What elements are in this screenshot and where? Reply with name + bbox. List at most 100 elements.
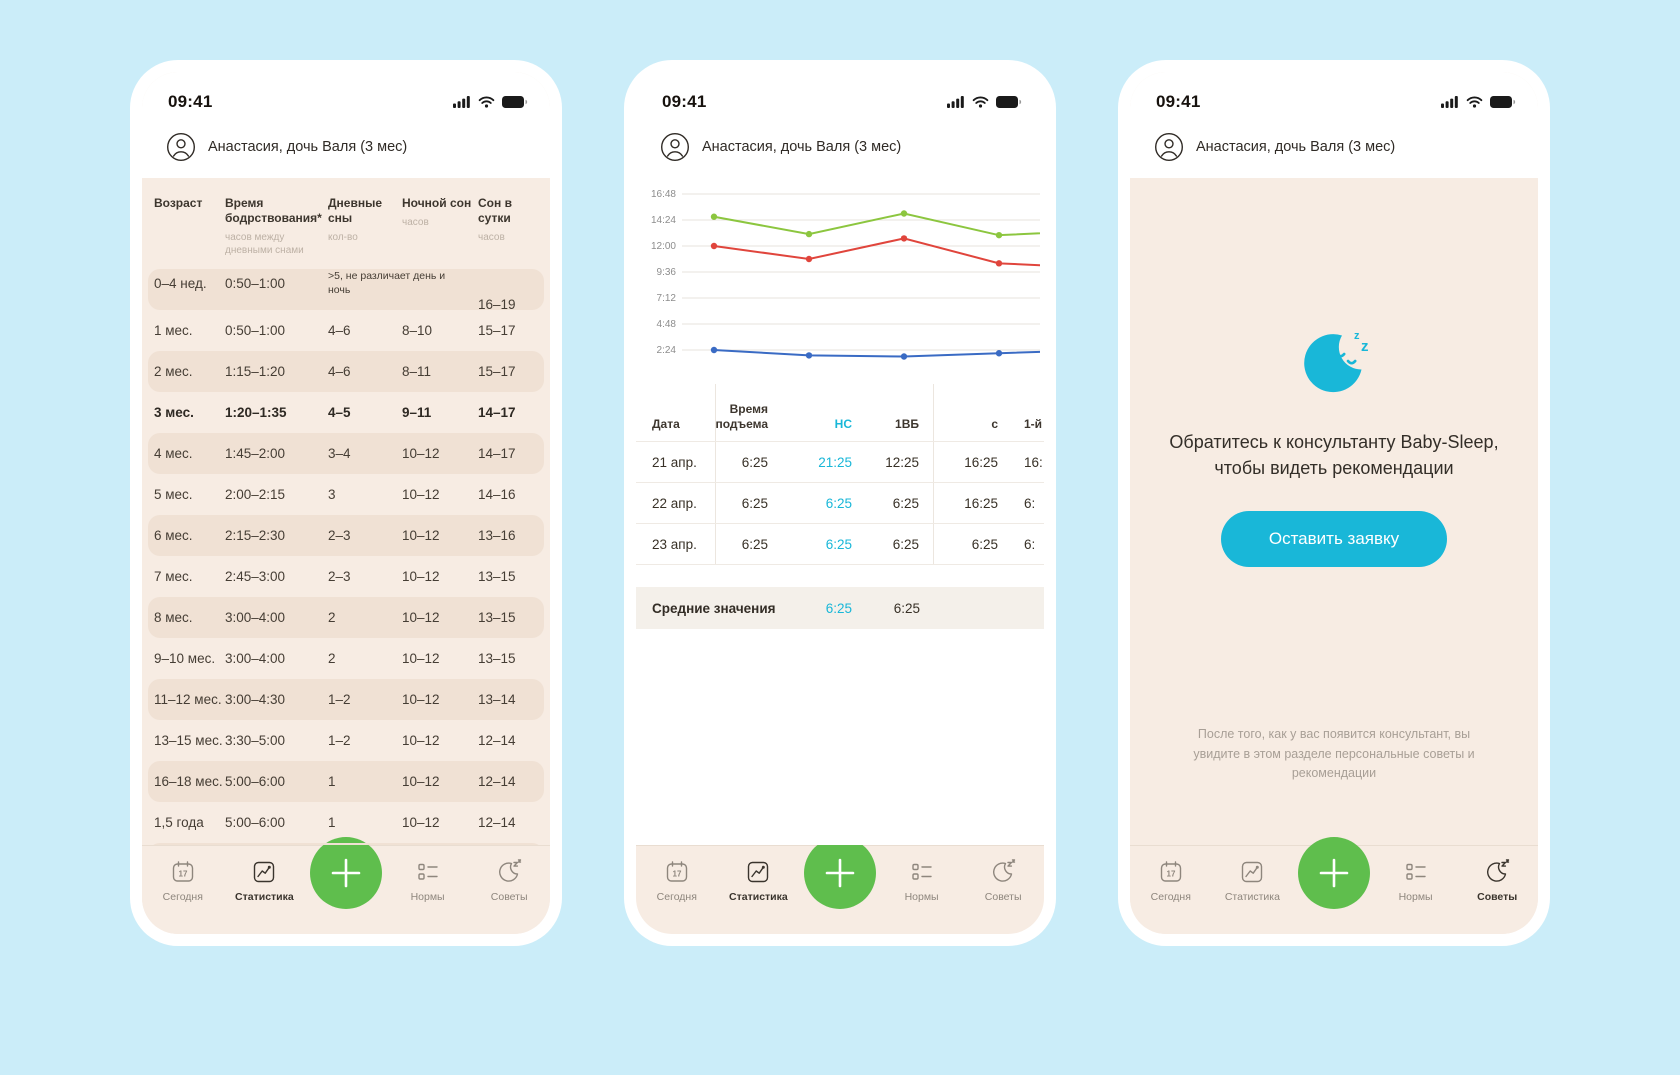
status-time: 09:41 <box>1156 92 1201 111</box>
svg-text:14:24: 14:24 <box>651 215 676 226</box>
signal-icon <box>947 96 964 108</box>
advice-moon-icon <box>990 859 1016 885</box>
norms-table-row: 7 мес. 2:45–3:00 2–3 10–12 13–15 <box>154 569 516 584</box>
norms-content: Возраст Время бодрствования* часов между … <box>142 178 550 845</box>
sleep-chart: 16:48 14:24 12:00 9:36 7:12 4:48 2:24 <box>636 178 1044 380</box>
norms-table-row: 11–12 мес. 3:00–4:30 1–2 10–12 13–14 <box>148 679 544 720</box>
svg-text:17: 17 <box>178 870 187 879</box>
tab-norms[interactable]: Нормы <box>881 859 963 934</box>
calendar-icon: 17 <box>664 859 690 885</box>
advice-moon-icon <box>496 859 522 885</box>
status-time: 09:41 <box>662 92 707 111</box>
stats-table-row: 22 апр. 6:25 6:25 6:25 16:25 6: <box>636 483 1044 524</box>
norms-screen: 09:41 Анастасия, дочь Валя (3 мес) Возра… <box>142 72 550 934</box>
tab-today[interactable]: 17 Сегодня <box>636 859 718 934</box>
norms-table-row: 0–4 нед. 0:50–1:00 >5, не различает день… <box>148 269 544 312</box>
norms-table-row: 16–18 мес. 5:00–6:00 1 10–12 12–14 <box>148 761 544 802</box>
tab-statistics[interactable]: Статистика <box>718 859 800 934</box>
status-bar: 09:41 <box>142 72 550 118</box>
averages-ns-value: 6:25 <box>825 600 852 616</box>
norms-table: 0–4 нед. 0:50–1:00 >5, не различает день… <box>142 269 550 845</box>
avatar-icon <box>1154 132 1184 162</box>
norms-table-row: 2 мес. 1:15–1:20 4–6 8–11 15–17 <box>148 351 544 392</box>
statistics-icon <box>1239 859 1265 885</box>
phone-norms: 09:41 Анастасия, дочь Валя (3 мес) Возра… <box>130 60 562 946</box>
norms-table-row: 1,5 года 5:00–6:00 1 10–12 12–14 <box>154 815 516 830</box>
column-header-wake: Время бодрствования* часов между дневными… <box>225 196 322 256</box>
tab-today[interactable]: 17 Сегодня <box>142 859 224 934</box>
tab-bar: 17 Сегодня Статистика Нормы <box>142 837 550 934</box>
avatar-icon <box>660 132 690 162</box>
norms-list-icon <box>415 859 441 885</box>
statistics-icon <box>745 859 771 885</box>
profile-header[interactable]: Анастасия, дочь Валя (3 мес) <box>142 118 550 178</box>
signal-icon <box>1441 96 1458 108</box>
svg-text:12:00: 12:00 <box>651 241 676 252</box>
norms-table-row: 1 мес. 0:50–1:00 4–6 8–10 15–17 <box>154 323 516 338</box>
svg-text:7:12: 7:12 <box>657 293 677 304</box>
add-entry-button[interactable] <box>1297 837 1370 909</box>
tab-statistics[interactable]: Статистика <box>1212 859 1294 934</box>
norms-list-icon <box>909 859 935 885</box>
norms-table-row: 6 мес. 2:15–2:30 2–3 10–12 13–16 <box>148 515 544 556</box>
status-bar: 09:41 <box>636 72 1044 118</box>
tab-add <box>799 837 881 934</box>
advice-note: После того, как у вас появится консульта… <box>1193 727 1475 780</box>
status-bar: 09:41 <box>1130 72 1538 118</box>
avatar-icon <box>166 132 196 162</box>
advice-content: z z Обратитесь к консультанту Baby-Sleep… <box>1130 178 1538 845</box>
svg-text:z: z <box>1354 330 1360 342</box>
tab-bar: 17 Сегодня Статистика Нормы <box>1130 837 1538 934</box>
status-icons <box>947 96 1022 108</box>
tab-advice[interactable]: Советы <box>468 859 550 934</box>
averages-row: Средние значения 6:25 6:25 <box>636 587 1044 629</box>
svg-text:17: 17 <box>1166 870 1175 879</box>
tab-bar: 17 Сегодня Статистика Нормы <box>636 837 1044 934</box>
norms-table-row: 8 мес. 3:00–4:00 2 10–12 13–15 <box>148 597 544 638</box>
tab-advice[interactable]: Советы <box>962 859 1044 934</box>
tab-norms[interactable]: Нормы <box>387 859 469 934</box>
signal-icon <box>453 96 470 108</box>
stats-table[interactable]: Дата Время подъема НС 1ВБ с 1-й 21 апр. … <box>636 384 1044 565</box>
wifi-icon <box>972 96 989 108</box>
column-header-naps: Дневные сны кол-во <box>328 196 383 243</box>
svg-text:z: z <box>1361 338 1369 355</box>
column-header-total: Сон в сутки часов <box>478 196 512 243</box>
status-icons <box>1441 96 1516 108</box>
svg-text:17: 17 <box>672 870 681 879</box>
norms-table-row: 9–10 мес. 3:00–4:00 2 10–12 13–15 <box>154 651 516 666</box>
status-icons <box>453 96 528 108</box>
phone-statistics: 09:41 Анастасия, дочь Валя (3 мес) 16:48… <box>624 60 1056 946</box>
norms-table-header: Возраст Время бодрствования* часов между … <box>142 178 550 269</box>
leave-request-button[interactable]: Оставить заявку <box>1220 511 1448 568</box>
profile-header[interactable]: Анастасия, дочь Валя (3 мес) <box>636 118 1044 178</box>
svg-text:16:48: 16:48 <box>651 189 676 200</box>
norms-table-row: 5 мес. 2:00–2:15 3 10–12 14–16 <box>154 487 516 502</box>
stats-table-header: Дата Время подъема НС 1ВБ с 1-й <box>636 384 1044 442</box>
tab-statistics[interactable]: Статистика <box>224 859 306 934</box>
add-entry-button[interactable] <box>803 837 876 909</box>
battery-icon <box>1490 96 1516 108</box>
battery-icon <box>502 96 528 108</box>
svg-text:2:24: 2:24 <box>657 345 677 356</box>
calendar-icon: 17 <box>1158 859 1184 885</box>
svg-text:9:36: 9:36 <box>657 267 677 278</box>
tab-advice[interactable]: Советы <box>1456 859 1538 934</box>
tab-add <box>305 837 387 934</box>
tab-add <box>1293 837 1375 934</box>
plus-icon <box>1319 858 1349 888</box>
norms-table-row: 4 мес. 1:45–2:00 3–4 10–12 14–17 <box>148 433 544 474</box>
profile-header[interactable]: Анастасия, дочь Валя (3 мес) <box>1130 118 1538 178</box>
column-header-night: Ночной сон часов <box>402 196 472 228</box>
tab-today[interactable]: 17 Сегодня <box>1130 859 1212 934</box>
calendar-icon: 17 <box>170 859 196 885</box>
baby-sleep-logo: z z <box>1304 330 1369 393</box>
profile-name: Анастасия, дочь Валя (3 мес) <box>208 139 408 155</box>
svg-text:4:48: 4:48 <box>657 319 677 330</box>
add-entry-button[interactable] <box>309 837 382 909</box>
status-time: 09:41 <box>168 92 213 111</box>
tab-norms[interactable]: Нормы <box>1375 859 1457 934</box>
profile-name: Анастасия, дочь Валя (3 мес) <box>702 139 902 155</box>
plus-icon <box>331 858 361 888</box>
stats-table-row: 23 апр. 6:25 6:25 6:25 6:25 6: <box>636 524 1044 565</box>
